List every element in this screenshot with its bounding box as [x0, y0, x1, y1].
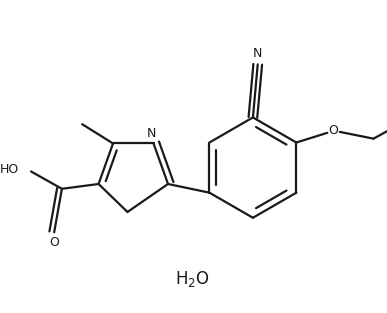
- Text: O: O: [328, 125, 338, 137]
- Text: HO: HO: [0, 163, 19, 176]
- Text: O: O: [49, 236, 59, 249]
- Text: H$_2$O: H$_2$O: [175, 269, 209, 289]
- Text: N: N: [253, 47, 262, 60]
- Text: N: N: [147, 127, 156, 140]
